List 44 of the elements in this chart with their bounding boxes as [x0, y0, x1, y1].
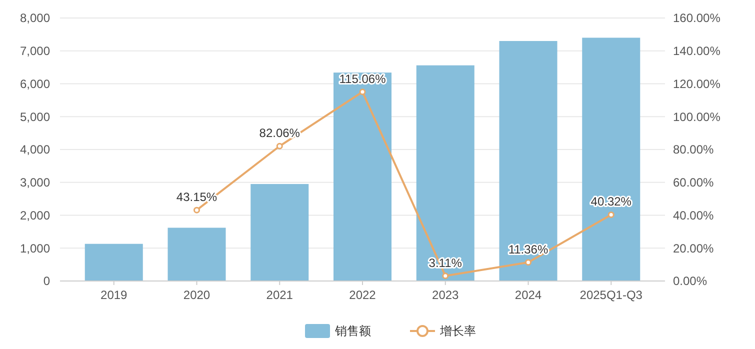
y-tick-label: 7,000 — [20, 44, 50, 58]
bar — [333, 72, 392, 281]
x-tick-label: 2025Q1-Q3 — [580, 288, 643, 302]
legend-label: 增长率 — [439, 324, 476, 338]
y2-tick-label: 160.00% — [673, 11, 721, 26]
point — [442, 272, 449, 280]
bar — [416, 65, 474, 281]
x-tick-label: 2021 — [266, 288, 294, 302]
point — [359, 88, 366, 96]
bar — [499, 41, 558, 281]
data-label: 40.32% — [590, 194, 632, 209]
point — [276, 142, 283, 150]
y-tick-label: 6,000 — [20, 76, 50, 91]
y2-tick-label: 80.00% — [673, 142, 714, 157]
x-tick-label: 2024 — [514, 288, 542, 302]
y-tick-label: 1,000 — [20, 241, 50, 256]
point — [525, 259, 532, 266]
y2-tick-label: 40.00% — [673, 208, 714, 222]
x-tick-label: 2019 — [100, 288, 128, 302]
point — [608, 211, 614, 218]
legend-label: 销售额 — [334, 324, 371, 338]
y2-tick-label: 0.00% — [673, 274, 708, 288]
bar — [168, 228, 226, 281]
data-label: 11.36% — [508, 242, 548, 256]
bar — [582, 38, 640, 281]
y-tick-label: 4,000 — [20, 142, 50, 157]
y2-tick-label: 60.00% — [673, 176, 714, 190]
bar — [250, 184, 309, 281]
point — [193, 206, 200, 214]
y2-tick-label: 140.00% — [673, 44, 721, 58]
x-tick-label: 2020 — [183, 288, 210, 302]
data-label: 115.06% — [339, 72, 386, 86]
bar — [84, 244, 143, 281]
y2-tick-label: 120.00% — [673, 76, 721, 91]
x-tick-label: 2022 — [349, 288, 376, 302]
data-label: 82.06% — [259, 126, 300, 140]
y-tick-label: 2,000 — [20, 208, 50, 222]
y-tick-label: 8,000 — [20, 11, 50, 26]
y-tick-label: 5,000 — [20, 110, 50, 124]
y2-tick-label: 20.00% — [673, 241, 714, 256]
y-tick-label: 0 — [43, 274, 50, 288]
x-tick-label: 2023 — [432, 288, 460, 302]
y2-tick-label: 100.00% — [673, 110, 721, 124]
y-tick-label: 3,000 — [20, 176, 50, 190]
